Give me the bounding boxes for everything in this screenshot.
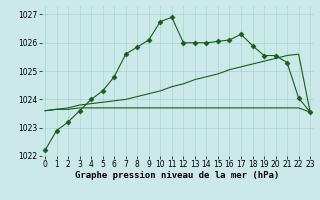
X-axis label: Graphe pression niveau de la mer (hPa): Graphe pression niveau de la mer (hPa) <box>76 171 280 180</box>
